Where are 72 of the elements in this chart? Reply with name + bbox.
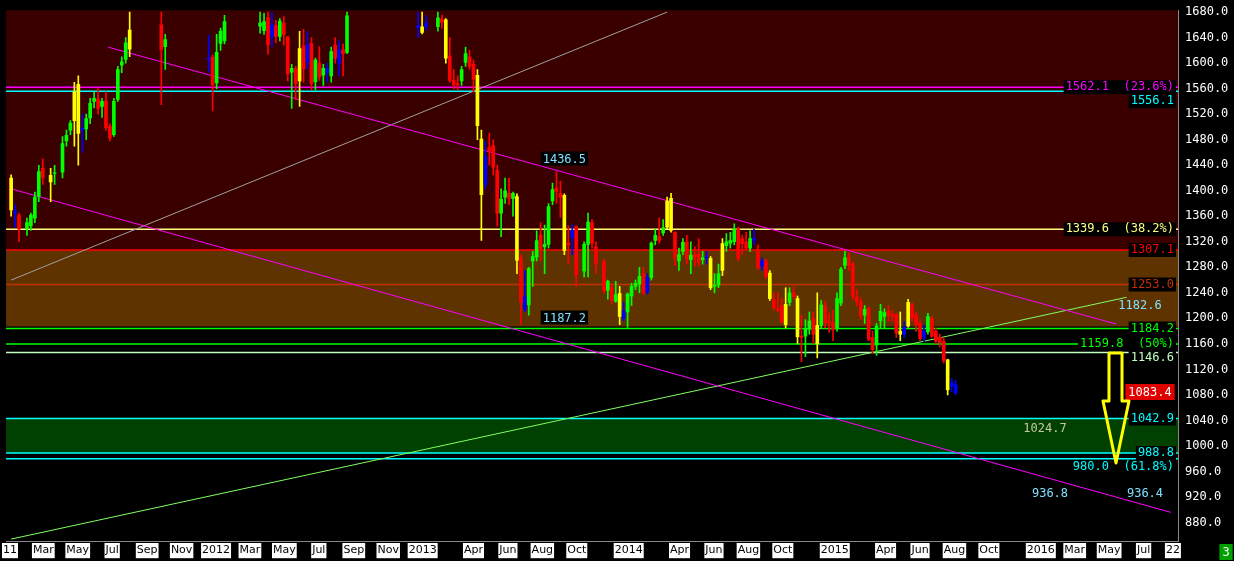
ref-line-label: 1184.2 [1130,320,1175,335]
annotation: 1083.4 [1128,385,1172,400]
ref-line-label: 1339.6 (38.2%) [1065,221,1175,236]
y-tick-label: 1200.0 [1185,310,1229,325]
ref-line-label: 1253.0 [1130,276,1175,291]
y-tick-label: 1640.0 [1185,29,1229,44]
x-tick-label: Apr [670,543,690,557]
x-tick-label: Mar [239,543,261,557]
x-tick-label: Nov [377,543,400,557]
ref-line-label: 1146.6 [1130,350,1175,365]
x-tick-label: 2014 [614,543,643,557]
y-tick-label: 1520.0 [1185,106,1229,121]
x-tick-label: Apr [463,543,484,557]
y-tick-label: 1560.0 [1185,80,1229,95]
x-tick-label: Oct [773,543,794,557]
x-tick-label: 2013 [408,543,437,557]
y-tick-label: 1320.0 [1185,233,1229,248]
x-tick-label: Oct [567,543,587,557]
ref-line-label: 1562.1 (23.6%) [1065,79,1175,94]
y-tick-label: 1680.0 [1185,4,1229,19]
x-tick-label: May [1097,543,1121,557]
annotation: 936.8 [1031,486,1069,501]
annotation: 1024.7 [1023,421,1067,436]
y-tick-label: 1480.0 [1185,131,1229,146]
x-tick-label: May [272,543,297,557]
x-tick-label: Jun [704,543,723,557]
x-tick-label: Apr [876,543,896,557]
x-tick-label: Sep [136,543,158,557]
x-tick-label: Aug [943,543,966,557]
ref-line-label: 988.8 [1137,445,1174,460]
y-tick-label: 1040.0 [1185,412,1229,427]
y-tick-label: 1280.0 [1185,259,1229,274]
y-tick-label: 1160.0 [1185,335,1229,350]
y-tick-label: 1400.0 [1185,182,1229,197]
x-tick-label: Sep [343,543,365,557]
y-tick-label: 1240.0 [1185,284,1229,299]
annotation: 1187.2 [542,310,587,325]
x-tick-label: Oct [979,543,1000,557]
ref-line-label: 1159.8 (50%) [1080,336,1174,351]
x-tick-label: Nov [170,543,193,557]
annotation: 1182.6 [1118,298,1162,313]
x-tick-label: 22 [1165,543,1180,557]
annotation: 1436.5 [542,151,587,166]
x-tick-label: Aug [531,543,554,557]
annotation: 936.4 [1126,486,1164,501]
y-tick-label: 1440.0 [1185,157,1229,172]
x-tick-label: Mar [32,543,55,557]
y-tick-label: 1120.0 [1185,361,1229,376]
x-tick-label: Jun [498,543,517,557]
x-tick-label: 2012 [202,543,231,557]
x-tick-label: Jun [910,543,929,557]
ref-line-label: 980.0 (61.8%) [1072,459,1175,474]
y-tick-label: 1080.0 [1185,387,1229,402]
x-tick-label: Jul [311,543,326,557]
ref-line-label: 1042.9 [1130,410,1175,425]
x-tick-label: Aug [737,543,760,557]
text: 3 [1222,545,1230,560]
x-tick-label: 2015 [820,543,849,557]
y-tick-label: 1600.0 [1185,55,1229,70]
y-tick-label: 920.0 [1185,489,1222,504]
y-tick-label: 960.0 [1185,463,1222,478]
y-tick-label: 1360.0 [1185,208,1229,223]
x-tick-label: Jul [1135,543,1151,557]
x-tick-label: 11 [3,543,17,557]
ref-line-label: 1556.1 [1130,93,1175,108]
y-tick-label: 880.0 [1185,514,1222,529]
ref-line-label: 1307.1 [1130,242,1175,257]
x-tick-label: Mar [1064,543,1086,557]
x-tick-label: Jul [104,543,119,557]
x-tick-label: 2016 [1026,543,1055,557]
y-tick-label: 1000.0 [1185,438,1229,453]
x-tick-label: May [66,543,90,557]
